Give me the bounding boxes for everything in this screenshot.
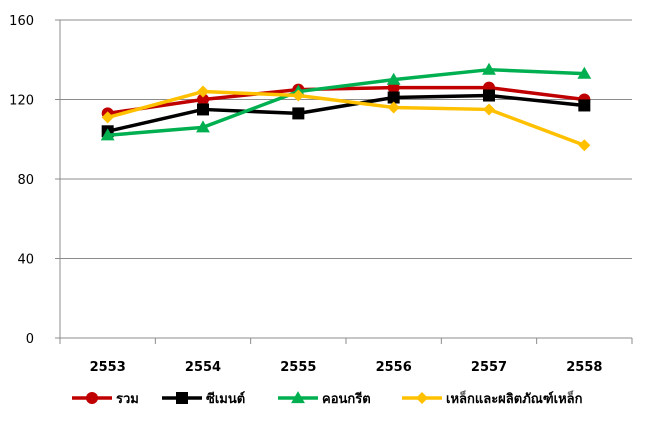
series-group <box>100 62 592 152</box>
data-point <box>100 128 115 141</box>
legend: รวม ซีเมนต์ คอนกรีต เหล็กและผลิตภัณฑ์เหล็ก <box>72 389 583 407</box>
series-line <box>107 89 585 147</box>
x-tick-label: 2557 <box>471 360 507 375</box>
legend-marker <box>291 391 305 404</box>
x-tick-label: 2554 <box>185 360 221 375</box>
x-tick-label: 2553 <box>90 360 126 375</box>
data-point <box>197 93 209 106</box>
data-point <box>292 89 305 102</box>
data-point <box>386 72 401 85</box>
data-point <box>197 85 209 98</box>
data-point <box>292 107 305 120</box>
series-2 <box>100 62 592 141</box>
series-line <box>107 85 585 116</box>
gridlines <box>60 19 632 259</box>
data-point <box>387 101 400 114</box>
y-tick-label: 80 <box>17 173 34 188</box>
y-tick-label: 40 <box>17 253 34 268</box>
data-point <box>483 89 495 102</box>
legend-item: ซีเมนต์ <box>162 391 245 407</box>
legend-marker <box>176 392 188 404</box>
data-point <box>387 91 400 104</box>
legend-item: รวม <box>72 392 139 407</box>
data-point <box>197 103 209 116</box>
series-line <box>107 67 585 138</box>
series-3 <box>101 85 591 152</box>
data-point <box>578 139 591 152</box>
legend-marker <box>86 392 98 404</box>
legend-item: คอนกรีต <box>278 391 371 407</box>
data-point <box>196 120 210 133</box>
legend-marker <box>416 392 428 404</box>
y-tick-label: 120 <box>9 94 34 109</box>
data-point <box>577 66 592 79</box>
series-line <box>107 93 585 134</box>
x-tick-label: 2556 <box>376 360 412 375</box>
x-tick-label: 2555 <box>280 360 316 375</box>
legend-label: เหล็กและผลิตภัณฑ์เหล็ก <box>446 389 583 407</box>
data-point <box>578 99 591 112</box>
data-point <box>483 103 495 116</box>
legend-item: เหล็กและผลิตภัณฑ์เหล็ก <box>402 389 583 407</box>
data-point <box>101 111 114 124</box>
axes: 0 40 80 120 160 2553 2554 2555 2556 2557 2558 <box>9 14 633 375</box>
y-tick-label: 0 <box>26 332 34 347</box>
legend-label: คอนกรีต <box>322 391 371 407</box>
legend-label: รวม <box>116 392 139 407</box>
x-tick-label: 2558 <box>566 360 602 375</box>
data-point <box>482 62 496 75</box>
y-tick-label: 160 <box>9 14 34 29</box>
legend-label: ซีเมนต์ <box>206 391 245 407</box>
